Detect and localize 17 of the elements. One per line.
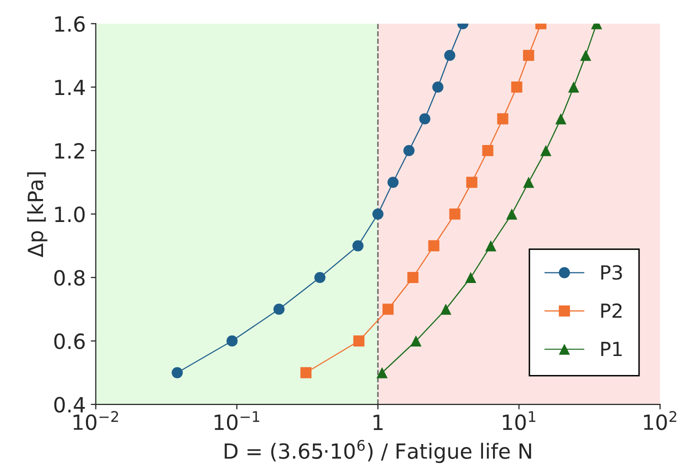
y-tick-label: 1.2 xyxy=(55,143,84,158)
x-tick-label: 10$^{−1}$ xyxy=(214,411,260,430)
y-tick-label: 0.8 xyxy=(54,270,85,286)
y-tick-label: 1.0 xyxy=(55,206,85,222)
y-tick-label: 1.4 xyxy=(55,80,85,96)
legend-label: P2 xyxy=(601,303,622,318)
x-axis-title: D = (3.65·10$^{6}$) / Fatigue life N xyxy=(224,440,532,463)
legend-label: P3 xyxy=(601,265,622,280)
y-tick-label: 0.4 xyxy=(54,396,85,413)
legend-label: P1 xyxy=(601,342,622,356)
x-tick-label: 10$^{1}$ xyxy=(502,411,536,430)
x-tick-label: 10$^{−2}$ xyxy=(74,411,118,430)
y-axis-title: Δp [kPa] xyxy=(27,172,48,258)
x-tick-label: 1 xyxy=(374,414,383,430)
y-tick-label: 1.6 xyxy=(55,16,85,32)
x-tick-label: 10$^{2}$ xyxy=(644,411,676,430)
y-tick-label: 0.6 xyxy=(54,333,85,350)
